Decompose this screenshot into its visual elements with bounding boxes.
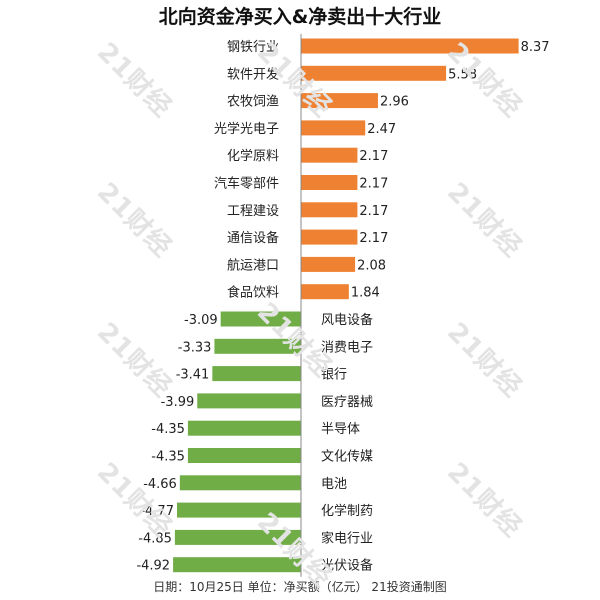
category-label: 通信设备 [227, 230, 279, 246]
bar [176, 502, 301, 518]
value-label: 2.17 [359, 231, 388, 246]
category-label: 软件开发 [227, 66, 279, 82]
bar [301, 202, 358, 218]
bar [212, 366, 301, 382]
bar [187, 448, 301, 463]
value-label: 2.17 [359, 177, 388, 192]
bar [301, 229, 358, 245]
category-label: 化学制药 [321, 503, 373, 519]
bar [301, 93, 378, 109]
bar [173, 557, 301, 573]
bar [179, 475, 301, 491]
chart-title: 北向资金净买入&净卖出十大行业 [158, 6, 442, 28]
category-label: 汽车零部件 [214, 176, 279, 192]
category-label: 文化传媒 [321, 450, 373, 465]
category-label: 农牧饲渔 [227, 95, 279, 110]
value-label: 2.96 [380, 95, 409, 110]
bar [197, 393, 301, 409]
category-label: 家电行业 [321, 530, 373, 546]
category-label: 工程建设 [227, 204, 279, 219]
bar [301, 284, 349, 300]
category-label: 银行 [321, 368, 347, 383]
category-label: 医疗器械 [321, 395, 373, 410]
bar [301, 175, 358, 190]
value-label: 2.17 [359, 149, 388, 164]
category-label: 化学原料 [227, 148, 279, 164]
value-label: -4.85 [138, 531, 172, 546]
value-label: -4.92 [136, 559, 170, 574]
bar [174, 529, 301, 545]
bar [301, 147, 358, 163]
value-label: -3.33 [178, 340, 212, 355]
value-label: -4.77 [140, 504, 174, 519]
value-label: -4.66 [143, 477, 177, 492]
category-label: 消费电子 [321, 340, 373, 355]
value-label: 5.58 [448, 67, 477, 82]
value-label: -3.09 [184, 313, 218, 328]
value-label: -3.99 [161, 395, 195, 410]
value-label: 1.84 [351, 286, 380, 301]
category-label: 半导体 [321, 422, 360, 437]
category-label: 航运港口 [227, 257, 279, 273]
value-label: -3.41 [176, 368, 210, 383]
category-label: 光学光电子 [214, 121, 279, 137]
value-label: 2.08 [357, 258, 386, 273]
category-label: 光伏设备 [321, 558, 373, 574]
category-label: 食品饮料 [227, 285, 279, 301]
value-label: 8.37 [521, 40, 550, 55]
category-label: 钢铁行业 [227, 40, 279, 55]
category-label: 电池 [321, 477, 347, 492]
value-label: -4.35 [151, 422, 185, 437]
chart-footer: 日期：10月25日 单位：净买额（亿元） 21投资通制图 [153, 580, 447, 594]
value-label: -4.35 [151, 450, 185, 465]
bar [301, 120, 366, 136]
bar [301, 65, 447, 81]
value-label: 2.17 [359, 204, 388, 219]
bar [301, 256, 356, 272]
bar [220, 311, 301, 327]
value-label: 2.47 [367, 122, 396, 137]
bar [187, 420, 301, 436]
bar [214, 338, 301, 354]
category-label: 风电设备 [321, 312, 373, 328]
bar [301, 38, 519, 54]
